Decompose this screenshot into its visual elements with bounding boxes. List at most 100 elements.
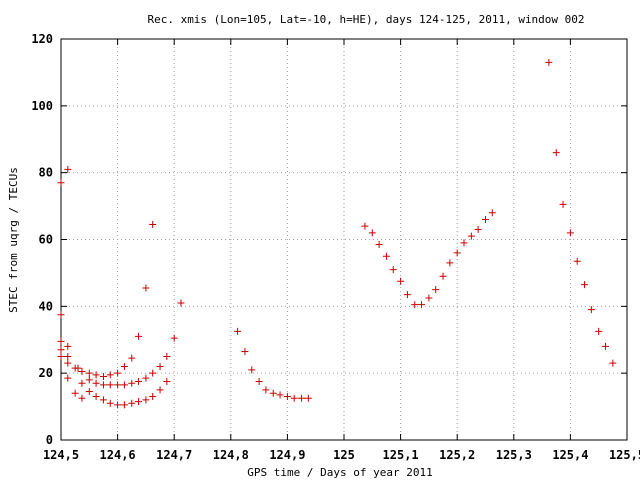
data-point-plus	[474, 225, 482, 233]
y-tick-label: 40	[39, 299, 53, 313]
data-point-plus	[375, 241, 383, 249]
axis-ticks	[60, 38, 628, 441]
data-point-plus	[78, 394, 86, 402]
data-point-plus	[595, 327, 603, 335]
data-point-plus	[170, 334, 178, 342]
data-point-plus	[573, 257, 581, 265]
y-axis-label: STEC from uqrg / TECUs	[7, 167, 20, 313]
data-point-plus	[120, 401, 128, 409]
data-point-plus	[114, 369, 122, 377]
data-point-plus	[57, 346, 65, 354]
y-tick-label: 60	[39, 233, 53, 247]
data-point-plus	[482, 215, 489, 223]
data-point-plus	[382, 252, 390, 260]
data-point-plus	[85, 388, 93, 396]
data-point-plus	[78, 367, 86, 375]
data-point-plus	[64, 165, 72, 173]
data-point-plus	[106, 381, 114, 389]
data-point-plus	[149, 393, 157, 401]
data-point-plus	[92, 393, 100, 401]
y-tick-label: 0	[46, 433, 53, 447]
data-point-plus	[425, 294, 433, 302]
x-tick-label: 125,1	[383, 448, 419, 462]
x-tick-label: 125,3	[496, 448, 532, 462]
data-point-plus	[92, 371, 100, 379]
data-point-plus	[248, 366, 256, 374]
y-tick-labels: 0 20 40 60 80 100 120	[31, 32, 53, 447]
data-point-plus	[241, 347, 249, 355]
x-tick-label: 125,5	[609, 448, 640, 462]
data-point-plus	[99, 373, 107, 381]
data-point-plus	[156, 386, 164, 394]
data-point-plus	[135, 332, 143, 340]
data-point-plus	[163, 352, 171, 360]
data-point-plus	[142, 374, 150, 382]
x-tick-label: 125,4	[552, 448, 588, 462]
data-point-plus	[439, 272, 447, 280]
data-point-plus	[389, 266, 397, 274]
data-point-plus	[120, 381, 128, 389]
data-point-plus	[128, 399, 136, 407]
data-point-plus	[283, 393, 291, 401]
data-point-plus	[460, 239, 468, 247]
x-tick-label: 124,5	[43, 448, 79, 462]
data-point-plus	[545, 58, 553, 66]
data-point-plus	[106, 371, 114, 379]
data-point-plus	[255, 378, 263, 386]
data-point-plus	[85, 376, 93, 384]
x-tick-label: 124,8	[213, 448, 249, 462]
x-tick-label: 124,7	[156, 448, 192, 462]
data-point-plus	[163, 378, 171, 386]
data-point-plus	[559, 200, 567, 208]
y-tick-label: 20	[39, 366, 53, 380]
data-point-plus	[64, 374, 72, 382]
data-point-plus	[276, 391, 284, 399]
data-point-plus	[64, 359, 72, 367]
data-point-plus	[368, 229, 376, 237]
data-point-plus	[609, 359, 617, 367]
data-point-plus	[99, 381, 107, 389]
data-point-plus	[446, 259, 454, 267]
grid-lines	[61, 39, 627, 440]
data-point-plus	[488, 209, 496, 217]
data-point-plus	[92, 379, 100, 387]
data-point-plus	[128, 379, 136, 387]
data-point-plus	[114, 401, 122, 409]
data-points	[57, 58, 617, 409]
data-point-plus	[57, 311, 65, 319]
data-point-plus	[71, 389, 79, 397]
data-point-plus	[85, 369, 93, 377]
data-point-plus	[304, 394, 312, 402]
data-point-plus	[290, 394, 298, 402]
data-point-plus	[177, 299, 185, 307]
data-point-plus	[234, 327, 242, 335]
data-point-plus	[156, 362, 164, 370]
data-point-plus	[120, 362, 128, 370]
data-point-plus	[403, 291, 411, 299]
data-point-plus	[106, 399, 114, 407]
data-point-plus	[262, 386, 270, 394]
y-tick-label: 100	[31, 99, 53, 113]
x-tick-label: 124,6	[100, 448, 136, 462]
data-point-plus	[566, 229, 574, 237]
data-point-plus	[467, 232, 475, 240]
x-tick-labels: 124,5 124,6 124,7 124,8 124,9 125 125,1 125,2 12…	[43, 448, 640, 462]
data-point-plus	[57, 337, 65, 345]
data-point-plus	[432, 286, 440, 294]
data-point-plus	[142, 284, 150, 292]
chart-title: Rec. xmis (Lon=105, Lat=-10, h=HE), days…	[147, 13, 584, 26]
data-point-plus	[581, 281, 589, 289]
data-point-plus	[411, 301, 419, 309]
data-point-plus	[64, 342, 72, 350]
data-point-plus	[601, 342, 609, 350]
data-point-plus	[397, 277, 405, 285]
data-point-plus	[453, 249, 461, 257]
x-tick-label: 125,2	[439, 448, 475, 462]
data-point-plus	[587, 306, 595, 314]
data-point-plus	[57, 179, 65, 187]
data-point-plus	[114, 381, 122, 389]
y-tick-label: 80	[39, 166, 53, 180]
data-point-plus	[64, 352, 72, 360]
x-axis-label: GPS time / Days of year 2011	[247, 466, 432, 479]
data-point-plus	[74, 364, 82, 372]
